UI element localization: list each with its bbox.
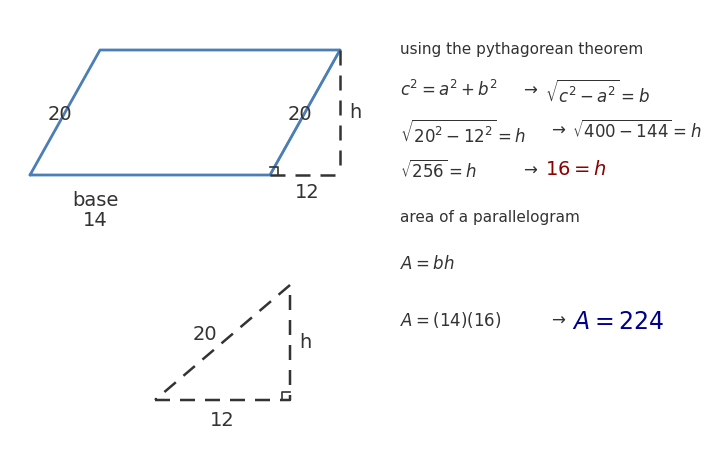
Text: $16=h$: $16=h$	[545, 160, 607, 179]
Text: $A=224$: $A=224$	[572, 310, 664, 334]
Text: $\rightarrow$: $\rightarrow$	[520, 160, 539, 178]
Text: h: h	[299, 333, 311, 352]
Text: 14: 14	[82, 211, 108, 230]
Text: $\rightarrow$: $\rightarrow$	[548, 120, 566, 138]
Text: $\rightarrow$: $\rightarrow$	[520, 80, 539, 98]
Text: 12: 12	[210, 410, 234, 429]
Text: $c^2=a^2+b^2$: $c^2=a^2+b^2$	[400, 80, 497, 100]
Text: 12: 12	[295, 183, 320, 202]
Text: 20: 20	[48, 106, 72, 125]
Text: $\rightarrow$: $\rightarrow$	[548, 310, 566, 328]
Text: $\sqrt{400-144}=h$: $\sqrt{400-144}=h$	[572, 120, 701, 142]
Text: $A=(14)(16)$: $A=(14)(16)$	[400, 310, 502, 330]
Text: area of a parallelogram: area of a parallelogram	[400, 210, 580, 225]
Text: $A=bh$: $A=bh$	[400, 255, 455, 273]
Text: 20: 20	[193, 326, 218, 344]
Text: h: h	[349, 102, 361, 121]
Text: $\sqrt{c^2-a^2}=b$: $\sqrt{c^2-a^2}=b$	[545, 80, 650, 107]
Text: 20: 20	[288, 106, 312, 125]
Text: using the pythagorean theorem: using the pythagorean theorem	[400, 42, 643, 57]
Text: $\sqrt{20^2-12^2}=h$: $\sqrt{20^2-12^2}=h$	[400, 120, 526, 147]
Text: $\sqrt{256}=h$: $\sqrt{256}=h$	[400, 160, 477, 182]
Text: base: base	[72, 191, 118, 209]
